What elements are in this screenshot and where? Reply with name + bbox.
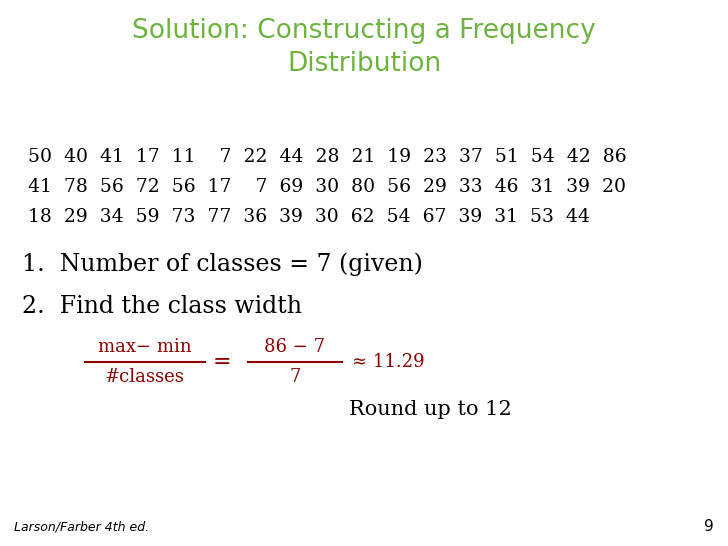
Text: Larson/Farber 4th ed.: Larson/Farber 4th ed.	[14, 521, 149, 534]
Text: Round up to 12: Round up to 12	[349, 400, 511, 419]
Text: 2.  Find the class width: 2. Find the class width	[22, 295, 302, 318]
Text: =: =	[213, 351, 232, 373]
Text: 9: 9	[704, 519, 714, 534]
Text: 1.  Number of classes = 7 (given): 1. Number of classes = 7 (given)	[22, 252, 423, 276]
Text: 7: 7	[289, 368, 301, 386]
Text: ≈ 11.29: ≈ 11.29	[352, 353, 424, 371]
Text: max− min: max− min	[98, 338, 191, 356]
Text: 86 − 7: 86 − 7	[264, 338, 325, 356]
Text: 50  40  41  17  11    7  22  44  28  21  19  23  37  51  54  42  86: 50 40 41 17 11 7 22 44 28 21 19 23 37 51…	[28, 148, 627, 166]
Text: Solution: Constructing a Frequency
Distribution: Solution: Constructing a Frequency Distr…	[132, 18, 596, 77]
Text: 41  78  56  72  56  17    7  69  30  80  56  29  33  46  31  39  20: 41 78 56 72 56 17 7 69 30 80 56 29 33 46…	[28, 178, 626, 196]
Text: 18  29  34  59  73  77  36  39  30  62  54  67  39  31  53  44: 18 29 34 59 73 77 36 39 30 62 54 67 39 3…	[28, 208, 590, 226]
Text: #classes: #classes	[105, 368, 185, 386]
